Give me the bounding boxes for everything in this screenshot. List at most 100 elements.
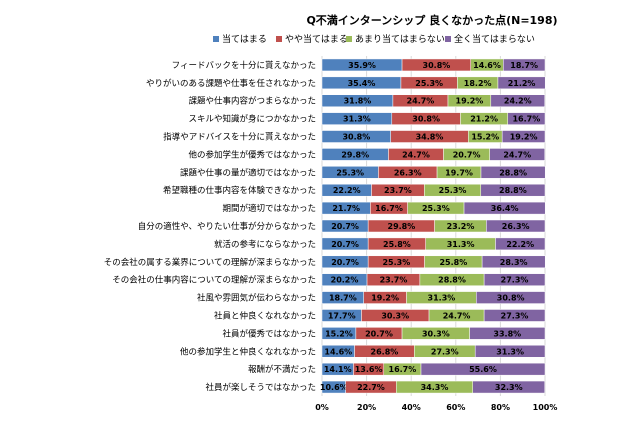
category-label-3: スキルや知識が身につかなかった	[188, 114, 316, 125]
bar-15-item-3	[469, 327, 546, 340]
bar-label-3-0: 31.3%	[343, 115, 371, 124]
bar-label-12-2: 28.8%	[438, 276, 466, 285]
category-label-10: 就活の参考にならなかった	[214, 239, 316, 250]
bar-label-15-1: 20.7%	[365, 329, 393, 338]
bar-label-1-1: 25.3%	[415, 79, 443, 88]
chart-title: Q不満インターンシップ 良くなかった点(N=198)	[306, 13, 557, 27]
category-label-1: やりがいのある課題や仕事を任されなかった	[146, 78, 316, 89]
bar-9-item-3	[486, 219, 546, 233]
bar-label-10-1: 25.8%	[383, 240, 411, 249]
bar-label-8-1: 16.7%	[375, 204, 403, 213]
category-label-13: 社風や雰囲気が伝わらなかった	[197, 293, 316, 304]
bar-0-item-3	[503, 58, 546, 72]
bar-label-6-2: 19.7%	[445, 168, 473, 177]
bar-label-12-0: 20.2%	[331, 276, 359, 285]
bar-label-0-3: 18.7%	[510, 61, 538, 70]
bar-label-11-1: 25.3%	[382, 258, 410, 267]
bar-label-9-2: 23.2%	[447, 222, 475, 231]
category-label-16: 他の参加学生と仲良くなれなかった	[180, 346, 316, 357]
bar-label-11-2: 25.8%	[439, 258, 467, 267]
bar-label-18-3: 32.3%	[495, 383, 523, 392]
bar-label-13-1: 19.2%	[371, 294, 399, 303]
x-tick-labels: 0% 20% 40% 60% 80% 100%	[315, 403, 557, 412]
bar-label-2-2: 19.2%	[456, 97, 484, 106]
bar-label-17-0: 14.1%	[324, 365, 352, 374]
bar-label-16-3: 31.3%	[496, 347, 524, 356]
bar-label-9-0: 20.7%	[331, 222, 359, 231]
bar-label-0-2: 14.6%	[473, 61, 501, 70]
bar-label-8-2: 25.3%	[422, 204, 450, 213]
bar-label-2-3: 24.2%	[504, 97, 532, 106]
x-tick-2: 40%	[402, 403, 421, 412]
bar-label-15-3: 33.8%	[493, 329, 521, 338]
bar-5-item-3	[489, 148, 546, 161]
bar-label-0-1: 30.8%	[423, 61, 451, 70]
legend-label-2: あまり当てはまらない	[355, 33, 445, 45]
bar-label-7-1: 23.7%	[384, 186, 412, 195]
bar-label-4-2: 15.2%	[471, 133, 499, 142]
bar-label-15-0: 15.2%	[325, 329, 353, 338]
bar-17-item-3	[420, 362, 546, 376]
bar-label-9-1: 29.8%	[388, 222, 416, 231]
bar-label-10-3: 22.2%	[506, 240, 534, 249]
legend: 当てはまる やや当てはまる あまり当てはまらない 全く当てはまらない	[213, 33, 535, 45]
category-label-18: 社員が楽しそうではなかった	[205, 382, 316, 393]
category-label-5: 他の参加学生が優秀ではなかった	[188, 149, 316, 160]
legend-label-1: やや当てはまる	[285, 33, 348, 45]
bar-label-15-2: 30.3%	[422, 329, 450, 338]
bar-label-5-1: 24.7%	[402, 150, 430, 159]
bar-label-17-2: 16.7%	[389, 365, 417, 374]
bar-11-item-3	[481, 255, 546, 269]
bar-label-5-2: 20.7%	[453, 150, 481, 159]
category-label-11: その会社の属する業界についての理解が深まらなかった	[104, 257, 316, 268]
bars: 35.9% 30.8% 14.6% 18.7% 35.4% 25.3% 18.2% 21.2%…	[320, 58, 546, 394]
bar-4-item-3	[501, 130, 546, 143]
bar-label-18-0: 10.6%	[320, 383, 348, 392]
bar-label-0-0: 35.9%	[348, 61, 376, 70]
legend-swatch-1	[276, 36, 282, 42]
bar-12-item-3	[483, 273, 546, 286]
bar-label-11-3: 28.3%	[500, 258, 528, 267]
category-label-4: 指導やアドバイスを十分に貰えなかった	[163, 132, 316, 143]
bar-label-7-3: 28.8%	[499, 186, 527, 195]
bar-label-14-2: 24.7%	[443, 311, 471, 320]
category-label-9: 自分の適性や、やりたい仕事が分からなかった	[138, 221, 316, 232]
x-tick-1: 20%	[357, 403, 376, 412]
category-label-7: 希望職種の仕事内容を体験できなかった	[163, 185, 316, 196]
category-label-12: その会社の仕事内容についての理解が深まらなかった	[112, 275, 316, 286]
x-tick-3: 60%	[446, 403, 465, 412]
bar-label-12-3: 27.3%	[501, 276, 529, 285]
x-tick-4: 80%	[491, 403, 510, 412]
legend-label-0: 当てはまる	[222, 33, 267, 45]
bar-label-6-3: 28.8%	[499, 168, 527, 177]
bar-label-2-1: 24.7%	[407, 97, 435, 106]
bar-label-11-0: 20.7%	[331, 258, 359, 267]
category-label-17: 報酬が不満だった	[248, 364, 316, 375]
bar-label-5-0: 29.8%	[341, 150, 369, 159]
bar-2-item-3	[490, 94, 546, 107]
bar-label-4-0: 30.8%	[342, 133, 370, 142]
bar-label-3-3: 16.7%	[512, 115, 540, 124]
bar-label-3-2: 21.2%	[470, 115, 498, 124]
bar-label-18-2: 34.3%	[421, 383, 449, 392]
bar-label-4-3: 19.2%	[510, 133, 538, 142]
legend-swatch-3	[445, 36, 451, 42]
bar-label-8-0: 21.7%	[332, 204, 360, 213]
bar-label-14-1: 30.3%	[381, 311, 409, 320]
bar-label-10-0: 20.7%	[331, 240, 359, 249]
category-labels: フィードバックを十分に貰えなかったやりがいのある課題や仕事を任されなかった課題や…	[104, 60, 316, 393]
bar-label-6-0: 25.3%	[336, 168, 364, 177]
legend-swatch-0	[213, 36, 219, 42]
bar-label-16-1: 26.8%	[371, 347, 399, 356]
bar-10-item-3	[495, 237, 546, 251]
bar-label-13-3: 30.8%	[497, 294, 525, 303]
bar-label-1-2: 18.2%	[464, 79, 492, 88]
bar-label-1-3: 21.2%	[508, 79, 536, 88]
bar-label-6-1: 26.3%	[394, 168, 422, 177]
bar-label-8-3: 36.4%	[491, 204, 519, 213]
bar-label-12-1: 23.7%	[380, 276, 408, 285]
bar-label-13-0: 18.7%	[329, 294, 357, 303]
bar-label-16-0: 14.6%	[324, 347, 352, 356]
bar-label-7-2: 25.3%	[439, 186, 467, 195]
